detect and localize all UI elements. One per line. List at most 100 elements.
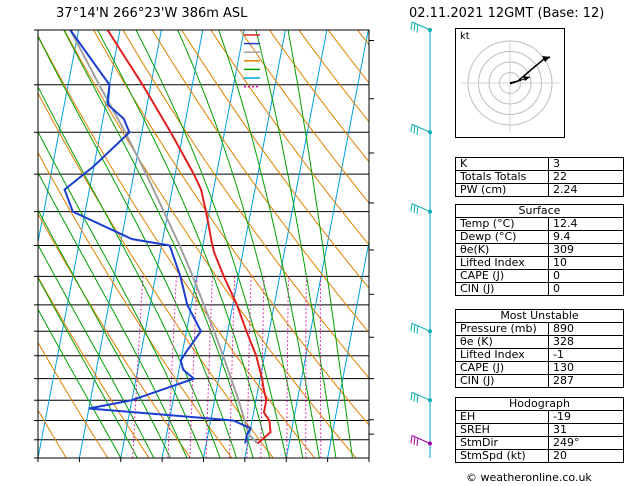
index-label: Pressure (mb) bbox=[455, 322, 549, 336]
table-title-row: Hodograph bbox=[455, 397, 624, 411]
dry-adiabat-line bbox=[38, 409, 67, 458]
wind-barb-feather bbox=[416, 206, 419, 215]
dry-adiabat-line bbox=[269, 30, 369, 163]
wind-barb-feather bbox=[413, 436, 416, 445]
wind-barb-feather bbox=[410, 435, 413, 444]
wet-adiabat-line bbox=[38, 276, 138, 458]
dry-adiabat-line bbox=[38, 341, 109, 458]
dry-adiabat-line bbox=[38, 275, 150, 458]
parcel-trajectory-line bbox=[69, 30, 259, 445]
datetime-title: 02.11.2021 12GMT (Base: 12) bbox=[409, 6, 605, 21]
index-value: 20 bbox=[548, 449, 624, 463]
index-label: CAPE (J) bbox=[455, 269, 549, 283]
index-row: CAPE (J) 0 bbox=[455, 269, 624, 283]
index-value: 10 bbox=[548, 256, 624, 270]
basic-indices-table: K 3 Totals Totals 22 PW (cm) 2.24 bbox=[455, 157, 624, 197]
wind-barb-feather bbox=[410, 392, 413, 401]
mixing-ratio-line bbox=[286, 276, 289, 458]
mixing-ratio-line bbox=[189, 276, 198, 458]
wet-adiabat-line bbox=[255, 30, 337, 458]
index-row: CAPE (J) 130 bbox=[455, 361, 624, 375]
wet-adiabat-line bbox=[287, 30, 353, 458]
index-row: Dewp (°C) 9.4 bbox=[455, 230, 624, 244]
index-label: PW (cm) bbox=[455, 183, 549, 197]
isotherm-line bbox=[38, 30, 80, 245]
table-title-row: Surface bbox=[455, 204, 624, 218]
index-row: Pressure (mb) 890 bbox=[455, 322, 624, 336]
dry-adiabat-line bbox=[181, 30, 369, 289]
index-label: CAPE (J) bbox=[455, 361, 549, 375]
index-label: Totals Totals bbox=[455, 170, 549, 184]
table-section-title: Hodograph bbox=[455, 397, 624, 411]
index-value: -19 bbox=[548, 410, 624, 424]
wind-barb-feather bbox=[413, 204, 416, 213]
index-label: EH bbox=[455, 410, 549, 424]
hodograph-storm-arrow bbox=[523, 76, 530, 81]
index-value: -1 bbox=[548, 348, 624, 362]
wet-adiabat-line bbox=[218, 30, 320, 458]
index-label: SREH bbox=[455, 423, 549, 437]
wind-barb-feather bbox=[410, 21, 413, 31]
isotherm-line bbox=[161, 30, 245, 458]
index-row: StmSpd (kt) 20 bbox=[455, 449, 624, 463]
wet-adiabat-line bbox=[38, 171, 188, 458]
dry-adiabat-line bbox=[122, 30, 369, 379]
mixing-ratio-line bbox=[167, 276, 177, 458]
isotherm-line bbox=[203, 30, 286, 458]
index-value: 0 bbox=[548, 269, 624, 283]
dry-adiabat-line bbox=[151, 30, 369, 334]
wind-barb-feather bbox=[413, 125, 416, 134]
temperature-line bbox=[106, 30, 272, 445]
mixing-ratio-line bbox=[319, 276, 322, 458]
mixing-ratio-line bbox=[260, 276, 265, 458]
isotherm-line bbox=[78, 30, 162, 458]
hodograph-arrow bbox=[542, 56, 550, 62]
wet-adiabat-line bbox=[38, 308, 122, 458]
index-row: EH -19 bbox=[455, 410, 624, 424]
index-value: 22 bbox=[548, 170, 624, 184]
index-label: θe(K) bbox=[455, 243, 549, 257]
wet-adiabat-line bbox=[63, 30, 254, 458]
index-value: 328 bbox=[548, 335, 624, 349]
index-value: 309 bbox=[548, 243, 624, 257]
index-value: 2.24 bbox=[548, 183, 624, 197]
isotherm-line bbox=[285, 30, 369, 458]
wind-barb-feather bbox=[416, 438, 419, 447]
location-title: 37°14'N 266°23'W 386m ASL bbox=[56, 6, 248, 21]
index-row: PW (cm) 2.24 bbox=[455, 183, 624, 197]
index-value: 31 bbox=[548, 423, 624, 437]
index-row: Lifted Index -1 bbox=[455, 348, 624, 362]
index-label: Lifted Index bbox=[455, 348, 549, 362]
index-label: CIN (J) bbox=[455, 282, 549, 296]
isotherm-line bbox=[38, 30, 121, 458]
isotherm-line bbox=[0, 30, 37, 458]
table-section-title: Surface bbox=[455, 204, 624, 218]
index-row: θe(K) 309 bbox=[455, 243, 624, 257]
index-label: Temp (°C) bbox=[455, 217, 549, 231]
wind-barb-feather bbox=[416, 126, 419, 135]
index-label: StmDir bbox=[455, 436, 549, 450]
wet-adiabat-line bbox=[38, 85, 221, 458]
mixing-ratio-line bbox=[229, 276, 236, 458]
index-label: CIN (J) bbox=[455, 374, 549, 388]
index-row: θe (K) 328 bbox=[455, 335, 624, 349]
wind-barb-feather bbox=[413, 23, 416, 32]
index-value: 12.4 bbox=[548, 217, 624, 231]
index-value: 249° bbox=[548, 436, 624, 450]
dry-adiabat-line bbox=[38, 151, 233, 458]
index-row: Lifted Index 10 bbox=[455, 256, 624, 270]
wet-adiabat-line bbox=[177, 30, 304, 458]
hodograph: kt bbox=[455, 28, 565, 138]
table-title-row: Most Unstable bbox=[455, 309, 624, 323]
index-label: K bbox=[455, 157, 549, 171]
index-value: 0 bbox=[548, 282, 624, 296]
isotherm-line bbox=[368, 455, 369, 458]
index-label: Lifted Index bbox=[455, 256, 549, 270]
index-row: CIN (J) 0 bbox=[455, 282, 624, 296]
wind-barb-feather bbox=[416, 394, 419, 403]
wet-adiabat-line bbox=[38, 35, 238, 458]
index-value: 287 bbox=[548, 374, 624, 388]
